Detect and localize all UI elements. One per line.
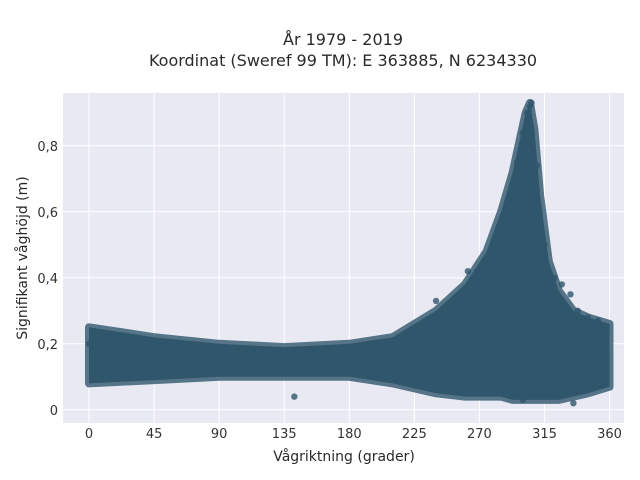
data-point: [534, 162, 541, 169]
data-point: [346, 360, 353, 367]
data-points: [85, 99, 610, 407]
data-point: [513, 159, 521, 166]
data-point: [247, 360, 255, 367]
data-point: [519, 396, 526, 404]
data-point: [291, 393, 298, 400]
data-point: [447, 334, 454, 341]
x-tick-label: 0: [85, 427, 93, 442]
data-point: [464, 268, 472, 275]
data-point: [558, 281, 566, 288]
y-tick-label: 0: [50, 404, 58, 419]
y-tick-label: 0,8: [37, 140, 58, 155]
y-tick-label: 0,2: [37, 338, 58, 353]
data-point: [281, 363, 288, 371]
data-point: [411, 350, 418, 357]
data-point: [490, 241, 498, 248]
data-point: [377, 357, 385, 364]
x-axis-label: Vågriktning (grader): [273, 448, 415, 465]
data-point: [508, 195, 515, 202]
chart-title: År 1979 - 2019: [283, 30, 403, 49]
data-point: [528, 99, 535, 107]
data-point: [574, 307, 581, 314]
data-point: [523, 109, 531, 117]
data-point: [570, 400, 577, 407]
data-point: [150, 350, 158, 357]
data-point: [100, 347, 107, 354]
x-tick-label: 315: [532, 427, 557, 442]
data-point: [476, 324, 483, 331]
data-point: [117, 357, 125, 364]
x-tick-label: 180: [337, 427, 362, 442]
data-point: [314, 360, 321, 367]
data-point: [567, 291, 574, 298]
data-point: [519, 129, 526, 136]
x-axis-ticks: 0 45 90 135 180 225 270 315 360: [85, 427, 622, 442]
data-point: [594, 317, 602, 324]
data-point: [85, 340, 93, 347]
data-point: [502, 215, 509, 222]
data-point: [432, 297, 440, 305]
data-point: [541, 241, 548, 248]
data-point: [603, 324, 610, 331]
data-point: [184, 353, 191, 361]
data-point: [584, 314, 592, 321]
y-tick-label: 0,6: [37, 206, 58, 221]
x-tick-label: 45: [146, 427, 163, 442]
chart-subtitle: Koordinat (Sweref 99 TM): E 363885, N 62…: [149, 51, 537, 70]
x-tick-label: 135: [272, 427, 297, 442]
y-tick-label: 0,4: [37, 272, 58, 287]
y-axis-ticks: 0 0,2 0,4 0,6 0,8: [37, 140, 58, 419]
y-axis-label: Signifikant våghöjd (m): [14, 176, 31, 339]
x-tick-label: 225: [402, 427, 427, 442]
data-point: [215, 357, 223, 364]
x-tick-label: 270: [467, 427, 492, 442]
x-tick-label: 90: [211, 427, 228, 442]
data-point: [551, 274, 558, 281]
x-tick-label: 360: [597, 427, 622, 442]
